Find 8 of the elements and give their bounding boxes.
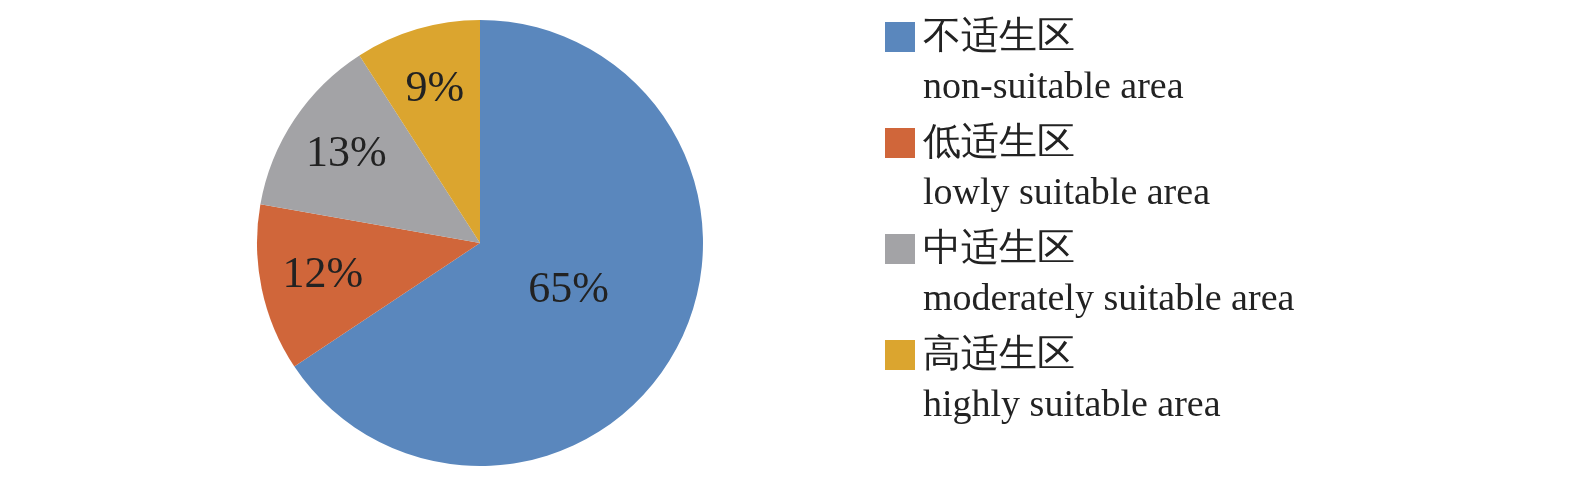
legend-label: 中适生区 moderately suitable area: [923, 225, 1295, 320]
data-label: 13%: [305, 126, 387, 176]
legend-label: 低适生区 lowly suitable area: [923, 119, 1211, 214]
data-label: 65%: [528, 262, 609, 312]
data-label: 9%: [405, 61, 465, 111]
data-label: 12%: [282, 248, 364, 298]
legend-label: 不适生区 non-suitable area: [923, 13, 1184, 108]
legend-label: 高适生区 highly suitable area: [923, 331, 1221, 426]
